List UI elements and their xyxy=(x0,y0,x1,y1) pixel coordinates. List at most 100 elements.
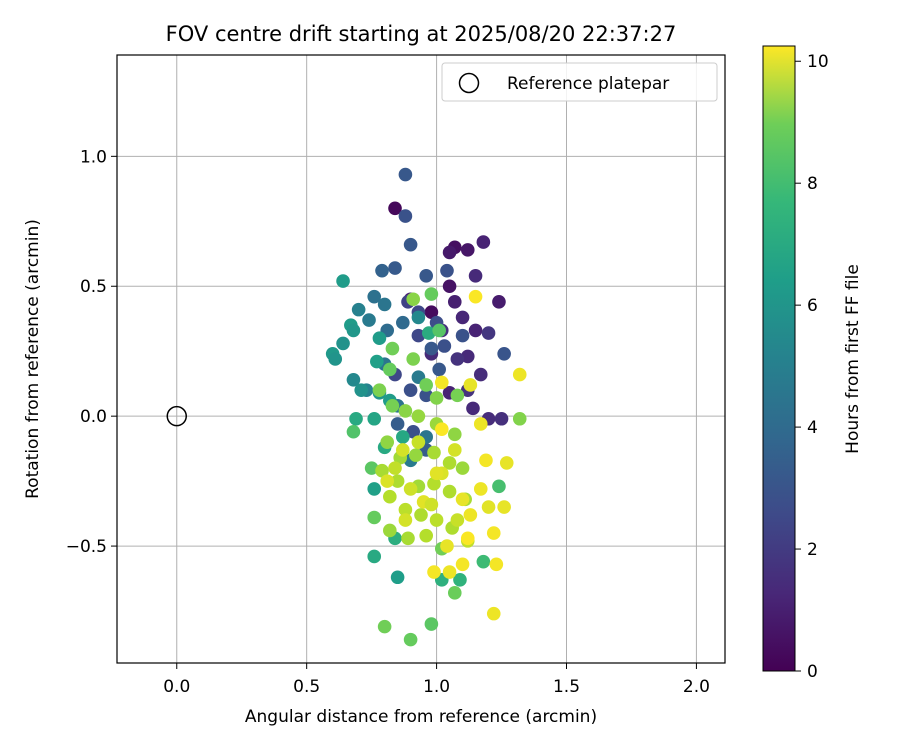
plot-frame xyxy=(116,54,726,664)
scatter-point xyxy=(346,372,361,387)
scatter-point xyxy=(479,453,493,468)
scatter-point xyxy=(419,388,433,403)
scatter-point xyxy=(406,352,421,366)
scatter-point xyxy=(354,383,369,397)
scatter-point xyxy=(419,528,433,543)
scatter-point xyxy=(383,523,397,538)
scatter-point xyxy=(390,570,405,585)
scatter-point xyxy=(432,323,446,338)
x-tick-label: 0.5 xyxy=(293,677,320,697)
scatter-point xyxy=(396,315,410,330)
scatter-point xyxy=(409,448,423,462)
scatter-point xyxy=(421,326,436,340)
scatter-point xyxy=(419,378,433,392)
scatter-point xyxy=(512,411,527,426)
scatter-point xyxy=(489,557,504,572)
scatter-point xyxy=(390,417,405,431)
x-tick-label: 1.5 xyxy=(553,677,580,697)
scatter-point xyxy=(455,310,470,325)
scatter-point xyxy=(429,466,444,481)
scatter-point xyxy=(437,339,452,353)
scatter-point xyxy=(336,274,350,288)
scatter-point xyxy=(388,261,402,275)
colorbar-tick-label: 4 xyxy=(807,418,818,438)
scatter-point xyxy=(427,565,441,579)
scatter-point xyxy=(486,606,501,621)
scatter-point xyxy=(380,435,395,449)
x-tick-label: 2.0 xyxy=(683,677,710,697)
scatter-point xyxy=(468,323,483,338)
scatter-point xyxy=(388,461,402,475)
scatter-point xyxy=(442,279,457,294)
scatter-point xyxy=(429,391,444,405)
colorbar-tick-label: 10 xyxy=(807,52,829,72)
scatter-point xyxy=(442,484,457,499)
scatter-point xyxy=(406,292,421,307)
scatter-point xyxy=(497,500,511,514)
scatter-point xyxy=(453,573,467,587)
colorbar-tick-label: 0 xyxy=(807,662,818,682)
x-axis-ticks: 0.0 0.5 1.0 1.5 2.0 xyxy=(163,663,710,697)
scatter-point xyxy=(411,328,426,343)
scatter-point xyxy=(463,378,478,392)
colorbar-ticks: 0 2 4 6 8 10 xyxy=(795,52,829,682)
scatter-point xyxy=(396,430,410,444)
scatter-points xyxy=(325,167,527,647)
scatter-point xyxy=(463,508,478,522)
y-tick-label: 1.0 xyxy=(80,147,107,167)
y-tick-label: −0.5 xyxy=(66,537,107,557)
y-axis-ticks: −0.5 0.0 0.5 1.0 xyxy=(66,147,117,557)
scatter-point xyxy=(447,427,462,442)
scatter-point xyxy=(447,586,462,600)
scatter-point xyxy=(429,513,444,527)
scatter-point xyxy=(414,508,428,522)
colorbar-tick-label: 6 xyxy=(807,296,818,316)
scatter-point xyxy=(401,531,415,546)
reference-platepar-marker xyxy=(166,405,188,427)
scatter-point xyxy=(419,269,433,283)
scatter-point xyxy=(440,263,454,278)
colorbar-tick-label: 8 xyxy=(807,174,818,194)
scatter-point xyxy=(442,565,457,579)
scatter-point xyxy=(486,526,501,540)
x-axis-label: Angular distance from reference (arcmin) xyxy=(245,707,597,727)
scatter-point xyxy=(440,539,454,553)
scatter-point xyxy=(468,289,483,304)
scatter-point xyxy=(375,463,389,478)
scatter-point xyxy=(398,502,413,517)
scatter-point xyxy=(492,295,506,309)
scatter-point xyxy=(385,398,400,413)
scatter-point xyxy=(447,295,462,309)
colorbar-label: Hours from first FF file xyxy=(843,264,863,454)
scatter-point xyxy=(377,619,392,634)
scatter-point xyxy=(372,383,387,397)
scatter-point xyxy=(455,492,470,507)
scatter-point xyxy=(468,269,483,283)
scatter-point xyxy=(424,287,439,301)
scatter-point xyxy=(370,354,384,369)
scatter-point xyxy=(460,349,475,364)
scatter-point xyxy=(427,476,441,491)
scatter-point xyxy=(385,341,400,356)
scatter-point xyxy=(351,302,366,317)
scatter-point xyxy=(424,497,439,512)
scatter-point xyxy=(403,482,418,496)
legend-entry-label: Reference platepar xyxy=(507,74,669,94)
grid xyxy=(117,55,725,663)
scatter-point xyxy=(473,367,488,382)
scatter-point xyxy=(367,411,382,426)
scatter-point xyxy=(403,632,418,647)
scatter-point xyxy=(424,305,439,320)
scatter-point xyxy=(434,375,449,390)
scatter-point xyxy=(349,411,363,426)
chart-title: FOV centre drift starting at 2025/08/20 … xyxy=(166,22,677,46)
scatter-point xyxy=(460,243,475,257)
scatter-point xyxy=(494,411,509,426)
scatter-point xyxy=(481,500,496,514)
scatter-point xyxy=(450,513,465,527)
scatter-point xyxy=(447,443,462,457)
scatter-point xyxy=(398,209,413,223)
scatter-point xyxy=(476,235,491,249)
scatter-point xyxy=(476,554,491,569)
scatter-point xyxy=(411,310,426,325)
